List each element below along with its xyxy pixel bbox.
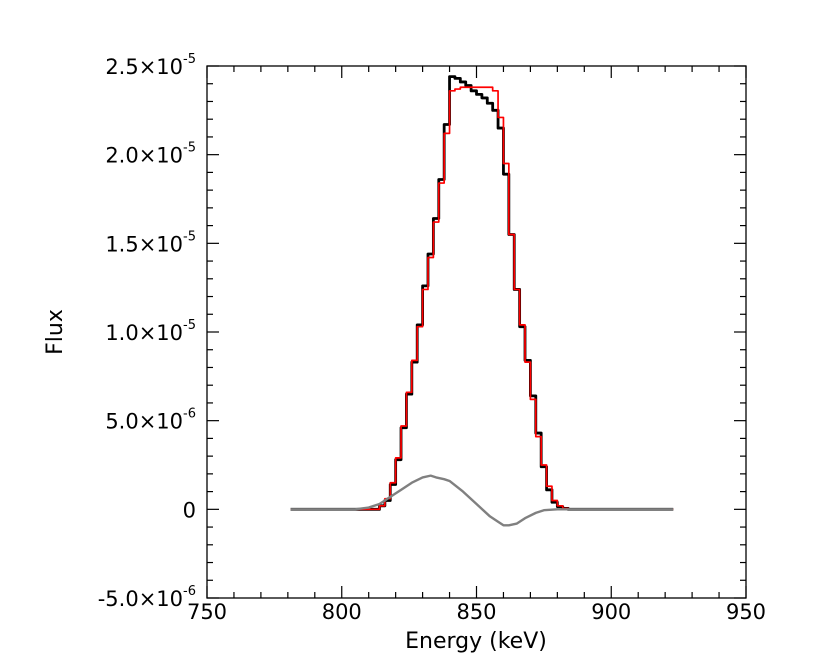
- y-tick-label: 1.5×10-5: [105, 229, 196, 256]
- y-tick-label: 0: [183, 498, 196, 522]
- y-tick-label: 2.5×10-5: [105, 52, 196, 79]
- series-layer: [290, 75, 674, 527]
- y-tick-label: -5.0×10-6: [98, 584, 196, 611]
- x-tick-label: 850: [456, 600, 496, 624]
- data-series: [290, 75, 674, 511]
- y-tick-exponent: -5: [183, 141, 196, 156]
- y-tick-exponent: -5: [183, 52, 196, 67]
- x-tick-label: 950: [726, 600, 766, 624]
- y-axis-label: Flux: [43, 309, 68, 355]
- y-tick-label: 2.0×10-5: [105, 141, 196, 168]
- y-tick-label: 5.0×10-6: [105, 407, 196, 434]
- x-tick-label: 900: [591, 600, 631, 624]
- x-tick-label: 800: [322, 600, 362, 624]
- y-tick-exponent: -6: [183, 407, 196, 422]
- y-tick-label: 1.0×10-5: [105, 318, 196, 345]
- model-series: [290, 86, 674, 511]
- x-tick-label: 750: [187, 600, 227, 624]
- tick-layer: [206, 65, 747, 599]
- residual-series: [290, 474, 674, 527]
- y-tick-exponent: -5: [183, 318, 196, 333]
- y-tick-exponent: -6: [183, 584, 196, 599]
- y-tick-exponent: -5: [183, 229, 196, 244]
- label-layer: 750 800 850 900 950 -5.0×10-6 0 5.0×10-6 1.0×10-…: [98, 52, 766, 624]
- x-axis-label: Energy (keV): [405, 629, 547, 654]
- plot-frame: [206, 65, 747, 599]
